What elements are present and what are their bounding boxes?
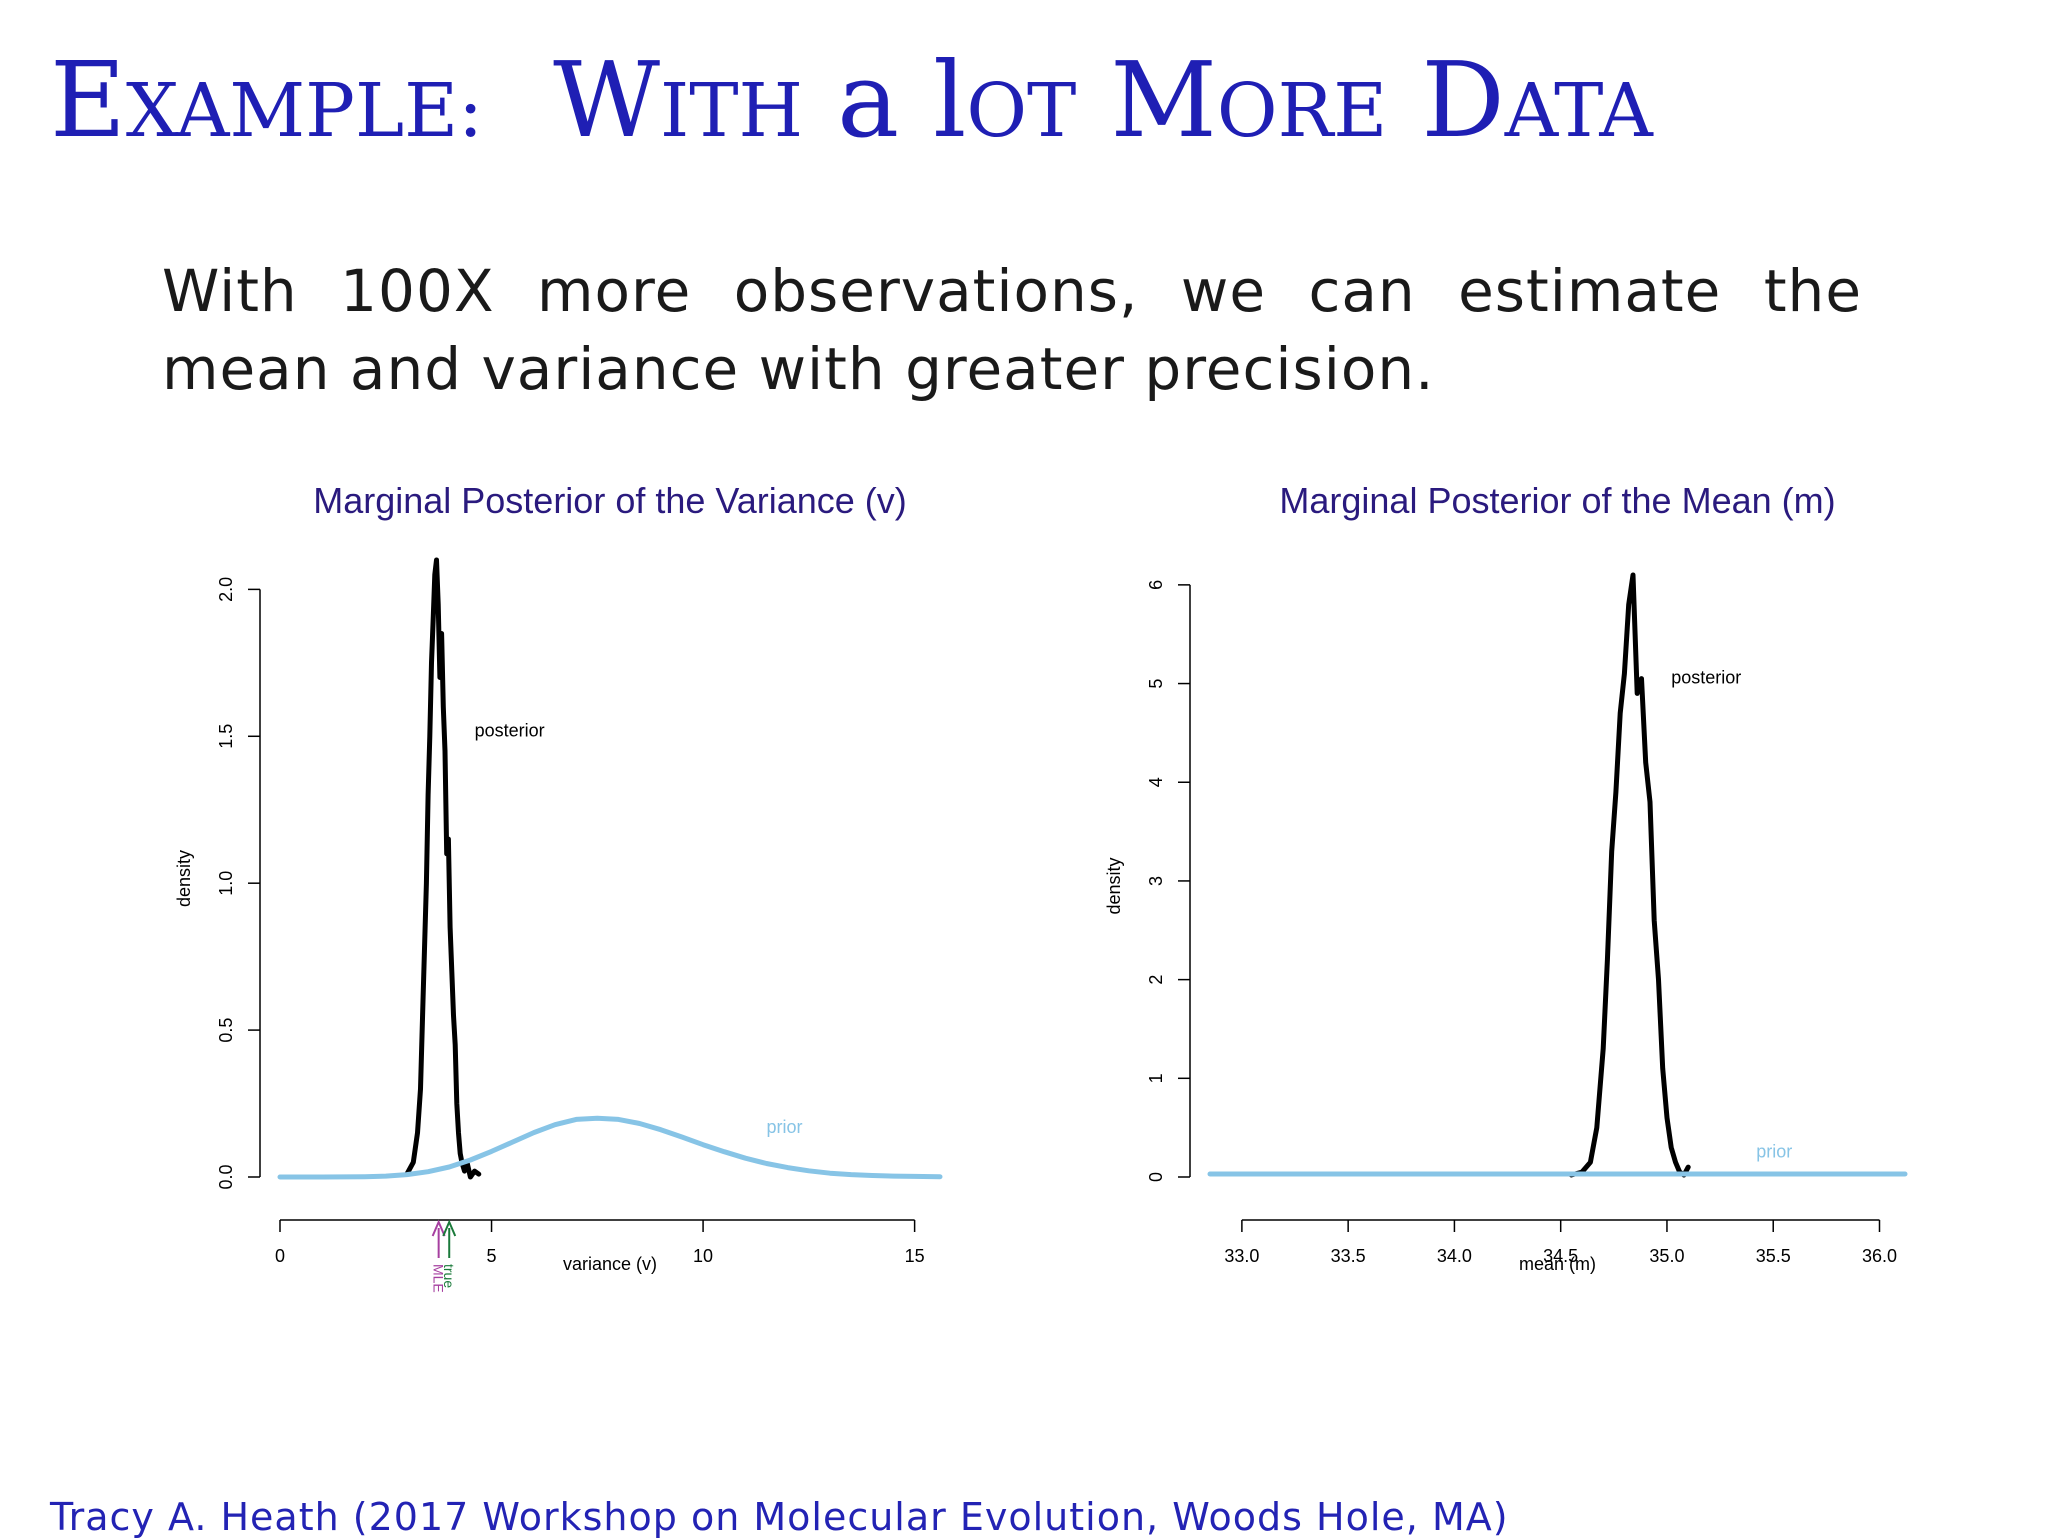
title-word-initial: E (50, 39, 126, 158)
y-tick-label: 1 (1146, 1073, 1166, 1083)
x-tick-label: 5 (487, 1246, 497, 1266)
footer-citation: Tracy A. Heath (2017 Workshop on Molecul… (50, 1495, 1509, 1539)
arrow-true-label: true (441, 1264, 457, 1288)
y-tick-label: 6 (1146, 580, 1166, 590)
y-tick-label: 0.5 (216, 1018, 236, 1043)
arrow-mle-label: MLE (431, 1264, 447, 1293)
y-tick-label: 1.5 (216, 724, 236, 749)
y-tick-label: 5 (1146, 679, 1166, 689)
variance-chart-svg: Marginal Posterior of the Variance (v) 0 5… (174, 480, 943, 1293)
y-tick-label: 2 (1146, 975, 1166, 985)
chart-title: Marginal Posterior of the Variance (v) (313, 480, 907, 521)
title-word-rest: ATA (1504, 68, 1655, 154)
series-posterior-line (1568, 572, 1691, 1178)
y-tick-label: 1.0 (216, 871, 236, 896)
mean-posterior-chart: Marginal Posterior of the Mean (m) 33.0 33… (1105, 480, 1925, 1300)
annotation-prior: prior (1756, 1141, 1792, 1161)
y-tick-label: 0 (1146, 1172, 1166, 1182)
x-tick-label: 33.0 (1224, 1246, 1259, 1266)
mean-chart-svg: Marginal Posterior of the Mean (m)33.0 33… (1105, 480, 1908, 1274)
y-axis-label: density (174, 850, 194, 907)
y-tick-label: 3 (1146, 876, 1166, 886)
x-axis-label: variance (v) (563, 1254, 657, 1274)
annotation-prior: prior (767, 1117, 803, 1137)
arrow-mle-head (431, 1219, 446, 1237)
x-tick-label: 33.5 (1331, 1246, 1366, 1266)
title-word-rest: OT (966, 68, 1076, 154)
arrow-true-head (442, 1219, 457, 1237)
x-tick-label: 35.0 (1649, 1246, 1684, 1266)
x-tick-label: 15 (905, 1246, 925, 1266)
slide-title-text: EXAMPLE: WITH a lOT MORE DATA (50, 39, 1654, 158)
slide-title-line: EXAMPLE: WITH a lOT MORE DATA (50, 39, 1654, 158)
chart-title: Marginal Posterior of the Mean (m) (1279, 480, 1835, 521)
title-word-rest: ITH (660, 68, 803, 154)
title-word-initial: D (1421, 39, 1504, 158)
series-posterior-line (404, 557, 482, 1180)
x-tick-label: 0 (275, 1246, 285, 1266)
title-word-rest: XAMPLE: (126, 68, 483, 154)
y-tick-label: 0.0 (216, 1164, 236, 1189)
variance-posterior-chart: Marginal Posterior of the Variance (v) 0 5… (140, 480, 960, 1300)
title-word-initial: a (837, 39, 899, 158)
title-word-initial: l (933, 39, 966, 158)
x-tick-label: 35.5 (1756, 1246, 1791, 1266)
x-tick-label: 34.0 (1437, 1246, 1472, 1266)
x-tick-label: 10 (693, 1246, 713, 1266)
title-word-rest: ORE (1217, 68, 1387, 154)
title-word-initial: M (1110, 39, 1217, 158)
y-tick-label: 2.0 (216, 577, 236, 602)
x-tick-label: 34.5 (1543, 1246, 1578, 1266)
y-tick-label: 4 (1146, 777, 1166, 787)
annotation-posterior: posterior (475, 720, 545, 740)
x-axis-label: mean (m) (1519, 1254, 1596, 1274)
intro-text: With 100X more observations, we can esti… (162, 257, 1862, 403)
y-axis-label: density (1105, 857, 1124, 914)
annotation-posterior: posterior (1671, 668, 1741, 688)
slide-title: EXAMPLE: WITH a lOT MORE DATA (50, 28, 1850, 158)
series-prior-line (277, 1115, 943, 1180)
x-tick-label: 36.0 (1862, 1246, 1897, 1266)
title-word-initial: W (553, 39, 660, 158)
